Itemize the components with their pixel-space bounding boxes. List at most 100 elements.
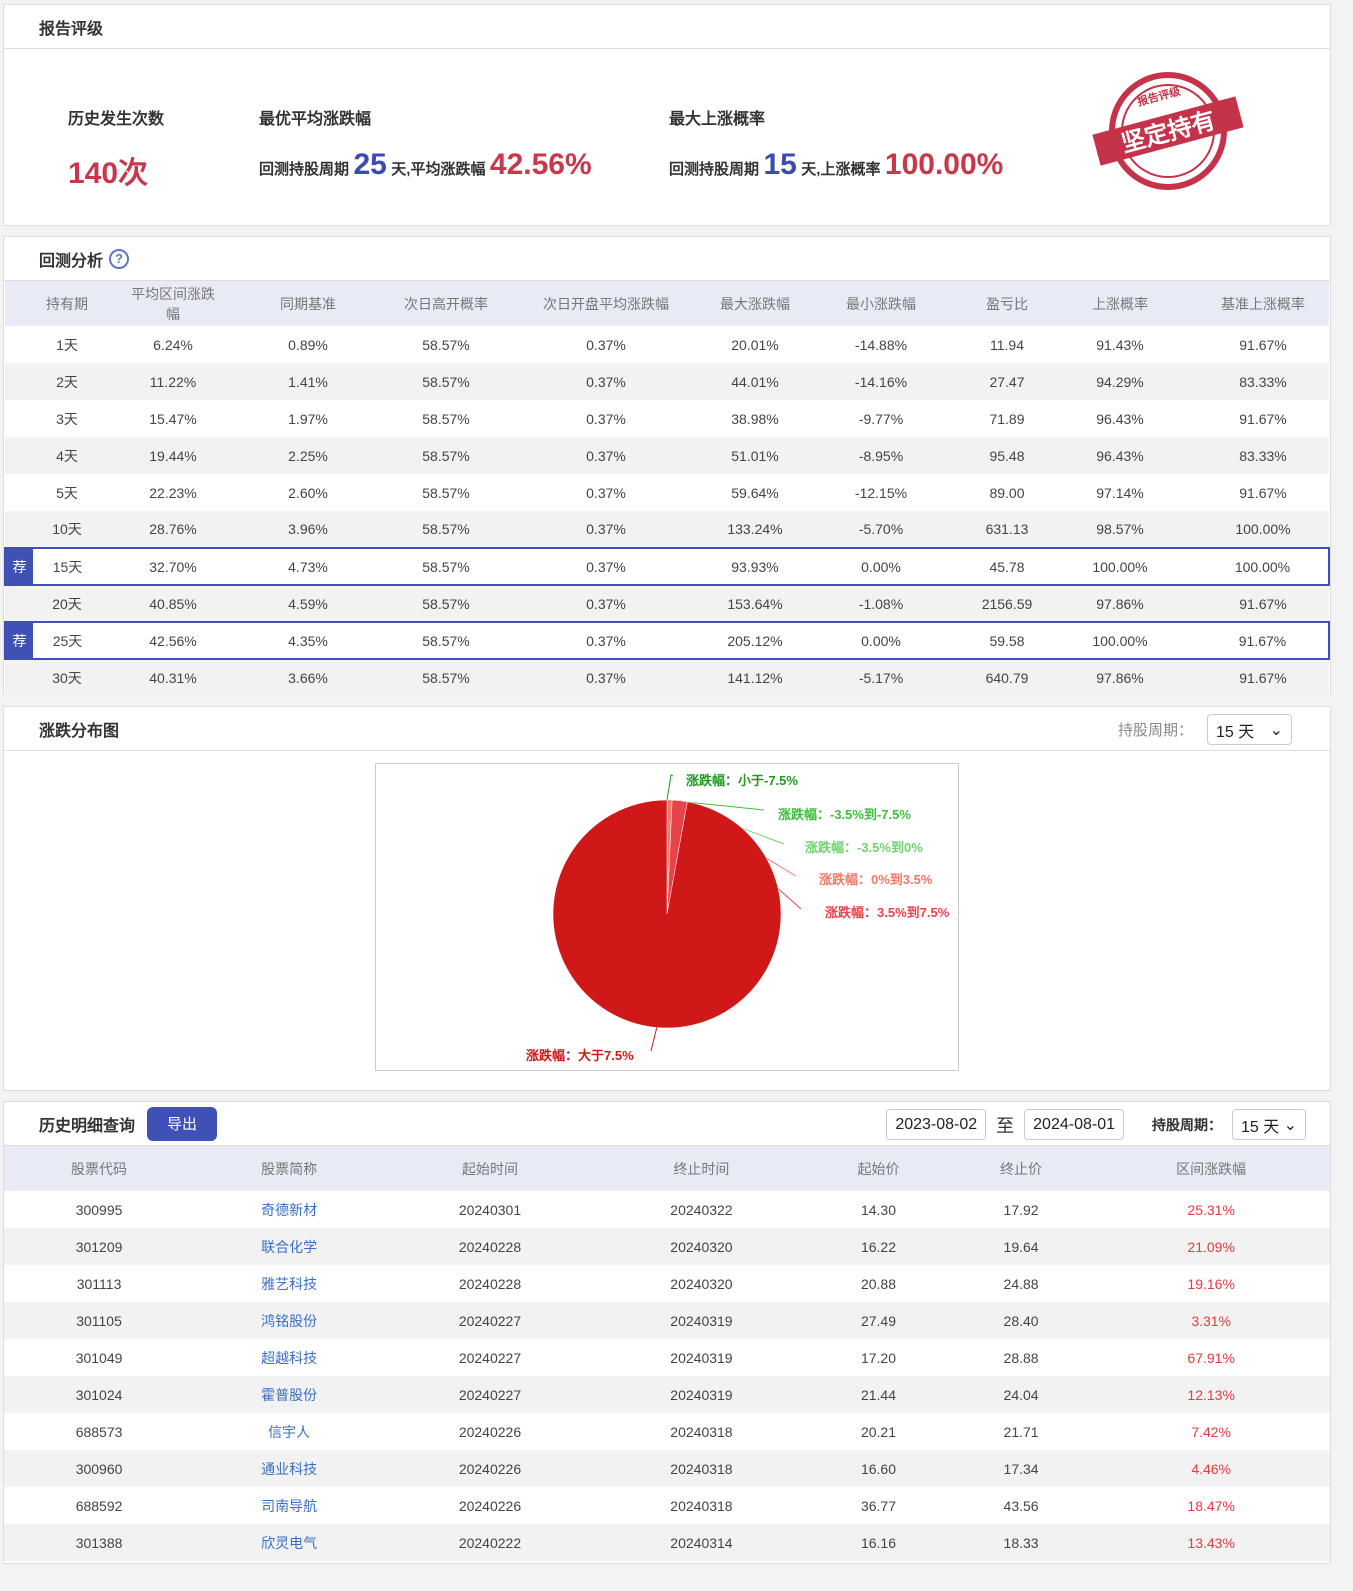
cell-value: 20240314 [670,1534,733,1551]
stock-name-link[interactable]: 奇德新材 [261,1201,318,1218]
table-cell: 58.57% [399,659,493,696]
cell-value: 91.67% [1239,336,1287,353]
history-period-select[interactable]: 15 天 ⌄ [1232,1109,1306,1140]
cell-value: 93.93% [731,558,779,575]
stock-name-link[interactable]: 超越科技 [261,1349,318,1366]
table-row: 301049 超越科技 20240227 20240319 17.20 28.88 67.9… [4,1339,1330,1376]
period-label: 持股周期： [1117,722,1193,739]
table-cell: 43.56 [950,1487,1093,1524]
date-to-input[interactable]: 2024-08-01 [1024,1109,1124,1140]
date-from-input[interactable]: 2023-08-02 [886,1109,987,1140]
table-row: 25天 荐 42.56% 4.35% 58.57% 0.37% 205.12% 0.00% 59… [4,621,1330,660]
cell-value: 51.01% [731,447,779,464]
cell-value: 17.20 [860,1349,896,1366]
cell-value: 20240319 [670,1312,733,1329]
cell-value: -14.16% [854,373,908,390]
table-row: 20天 40.85% 4.59% 58.57% 0.37% 153.64% -1.08% 21… [5,585,1329,622]
cell-value: 20240227 [458,1349,522,1366]
column-header: 终止时间 [595,1146,808,1191]
table-row: 30天 40.31% 3.66% 58.57% 0.37% 141.12% -5.17% 64… [5,659,1329,696]
cell-value: 27.49 [860,1312,896,1329]
table-cell: 17.34 [949,1450,1093,1487]
stock-name-link[interactable]: 司南导航 [261,1497,318,1514]
table-cell: 100.00% [1197,511,1329,548]
cell-value: 18.47% [1187,1497,1235,1514]
stock-name-link[interactable]: 联合化学 [261,1238,318,1255]
table-cell: 28.76% [129,511,217,548]
cell-value: 0.37% [586,336,626,353]
table-cell: 93.93% [719,547,791,586]
cell-value: 96.43% [1096,447,1144,464]
stock-name-link[interactable]: 欣灵电气 [261,1534,318,1551]
export-button[interactable]: 导出 [147,1106,218,1141]
cell-value: 45.78 [989,558,1025,575]
table-row: 301388 欣灵电气 20240222 20240314 16.16 18.33 13.4… [4,1524,1330,1561]
cell-value: 3.31% [1191,1312,1232,1329]
table-cell: 4.59% [217,585,399,622]
recommended-badge: 荐 [6,549,33,584]
table-cell: -5.70% [791,511,971,548]
cell-value: -12.15% [854,484,908,501]
column-header: 持有期 [5,281,129,326]
column-header: 最小涨跌幅 [791,281,971,326]
stock-name-link[interactable]: 通业科技 [261,1460,318,1477]
cell-value: 0.37% [586,521,626,537]
cell-value: 0.00% [861,632,901,649]
cell-value: 28.88 [1003,1349,1039,1366]
history-period-label: 持股周期： [1152,1116,1222,1133]
cell-value: 1天 [56,336,78,353]
recommended-badge: 荐 [6,623,33,658]
table-row: 300995 奇德新材 20240301 20240322 14.30 17.92 25.3… [4,1191,1330,1228]
table-cell: 通业科技 [194,1450,385,1487]
history-period-value: 15 天 [1241,1118,1280,1136]
cell-value: 19.16% [1187,1275,1235,1292]
cell-value: 0.37% [586,410,626,427]
table-cell: 霍普股份 [194,1376,385,1413]
column-header: 盈亏比 [971,281,1043,326]
table-cell: 6.24% [129,326,217,363]
cell-value: 25天 [52,632,83,649]
label-line [666,774,674,801]
backtest-table: 持有期 平均区间涨跌幅 同期基准 次日高开概率 次日开盘平均涨跌幅 最大涨跌幅 最小涨跌幅盈… [4,281,1330,696]
cell-value: -8.95% [858,447,904,464]
table-cell: 301113 [4,1265,194,1302]
cell-value: 94.29% [1096,373,1144,390]
rating-panel: 报告评级 历史发生次数 140次 最优平均涨跌幅 回测持股周期 25 天,平均涨… [3,4,1331,226]
cell-value: 631.13 [985,521,1029,537]
table-cell: 25.31% [1092,1191,1330,1228]
help-icon[interactable]: ? [109,248,130,269]
cell-value: 58.57% [422,336,470,353]
table-cell: 14.30 [807,1191,950,1228]
table-cell: 301049 [4,1339,194,1376]
table-cell: 631.13 [971,511,1043,548]
table-cell: -5.17% [791,659,971,696]
slice-label: 涨跌幅：-3.5%到-7.5% [777,807,911,822]
cell-value: 300995 [75,1201,123,1218]
table-cell: -9.77% [791,400,971,437]
table-cell: 0.37% [493,585,719,622]
stock-name-link[interactable]: 鸿铭股份 [261,1312,318,1329]
period-select[interactable]: 15 天 ⌄ [1207,714,1292,745]
stock-name-link[interactable]: 霍普股份 [261,1386,318,1403]
stock-name-link[interactable]: 雅艺科技 [261,1275,318,1292]
table-cell: 300995 [4,1191,194,1228]
cell-value: 58.57% [422,558,470,575]
cell-value: 10天 [52,521,82,537]
table-cell: 鸿铭股份 [194,1302,385,1339]
column-header: 最大涨跌幅 [719,281,791,326]
best-mid: 天,平均涨跌幅 [391,161,486,178]
table-cell: 153.64% [719,585,791,622]
stock-name-link[interactable]: 信宇人 [268,1423,311,1440]
max-up-line: 回测持股周期 15 天,上涨概率 100.00% [669,148,1003,182]
table-cell: 24.04 [949,1376,1093,1413]
table-cell: 301209 [4,1228,195,1265]
best-days: 25 [353,148,387,181]
slice-label: 涨跌幅：-3.5%到0% [804,840,923,855]
table-cell: 21.44 [807,1376,950,1413]
table-cell: 89.00 [971,474,1043,511]
table-cell: 36.77 [807,1487,950,1524]
table-row: 688573 信宇人 20240226 20240318 20.21 21.71 7.42% [4,1413,1330,1450]
table-cell: 94.29% [1043,363,1197,400]
table-cell: 18.47% [1092,1487,1330,1524]
history-table: 股票代码 股票简称 起始时间 终止时间 起始价 终止价 区间涨跌幅 300995 奇德新材 202… [4,1146,1330,1561]
